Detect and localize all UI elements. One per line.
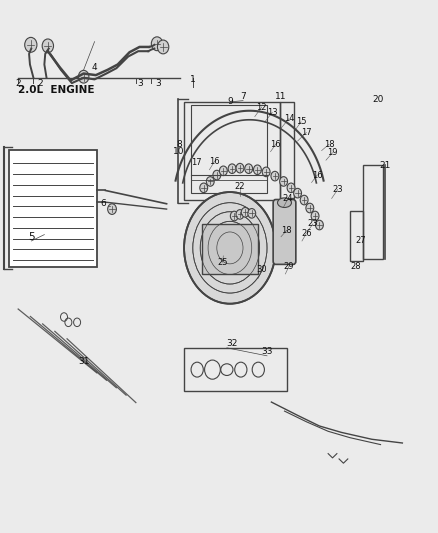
Ellipse shape [278, 198, 291, 207]
Circle shape [78, 70, 89, 83]
Text: 24: 24 [283, 194, 293, 203]
Circle shape [300, 195, 308, 205]
Bar [280, 102, 294, 198]
Circle shape [311, 211, 319, 221]
Circle shape [108, 204, 117, 214]
Circle shape [254, 165, 261, 174]
Text: 15: 15 [296, 117, 306, 126]
Text: 5: 5 [28, 232, 35, 243]
Text: 6: 6 [100, 199, 106, 208]
Text: 2: 2 [37, 78, 43, 87]
Text: 28: 28 [350, 262, 360, 271]
Circle shape [157, 40, 169, 54]
Text: 23: 23 [307, 220, 318, 229]
Text: 17: 17 [301, 128, 311, 137]
Circle shape [248, 208, 256, 218]
Circle shape [213, 170, 221, 180]
Text: 16: 16 [270, 140, 281, 149]
Text: 1: 1 [190, 75, 196, 84]
Bar [184, 102, 280, 200]
Text: 16: 16 [209, 157, 220, 166]
Text: 23: 23 [332, 185, 343, 194]
Circle shape [241, 207, 249, 217]
Circle shape [245, 164, 253, 173]
Circle shape [293, 188, 301, 198]
Bar [201, 224, 258, 274]
Text: 13: 13 [267, 108, 278, 117]
Text: 17: 17 [191, 158, 201, 167]
Text: 16: 16 [312, 171, 322, 180]
Circle shape [287, 183, 295, 192]
Circle shape [315, 220, 323, 230]
Text: 14: 14 [284, 114, 294, 123]
Circle shape [236, 164, 244, 173]
Circle shape [42, 39, 53, 53]
Text: 12: 12 [257, 102, 267, 111]
Circle shape [280, 176, 288, 186]
Text: 27: 27 [356, 237, 366, 246]
Bar [350, 211, 363, 261]
Circle shape [206, 176, 214, 186]
Text: 18: 18 [281, 226, 292, 235]
Circle shape [230, 211, 238, 221]
Circle shape [306, 203, 314, 213]
Text: 3: 3 [138, 78, 143, 87]
Text: 10: 10 [173, 147, 184, 156]
Bar [363, 165, 383, 259]
Circle shape [228, 164, 236, 173]
Bar [191, 106, 267, 193]
Text: 8: 8 [176, 140, 182, 149]
Text: 33: 33 [261, 347, 273, 356]
FancyBboxPatch shape [273, 199, 296, 264]
Circle shape [262, 167, 270, 176]
Text: 26: 26 [301, 229, 311, 238]
Circle shape [219, 166, 227, 175]
Text: 3: 3 [155, 78, 161, 87]
Circle shape [271, 171, 279, 181]
Text: 2.0L  ENGINE: 2.0L ENGINE [18, 85, 95, 95]
Circle shape [25, 37, 37, 52]
Text: 25: 25 [217, 258, 228, 266]
Circle shape [236, 209, 244, 219]
Text: 21: 21 [379, 161, 391, 170]
Circle shape [222, 238, 238, 257]
Text: 31: 31 [78, 357, 89, 366]
Text: 9: 9 [227, 97, 233, 106]
Circle shape [184, 192, 276, 304]
Text: 29: 29 [284, 262, 294, 271]
Text: 22: 22 [235, 182, 245, 191]
Circle shape [200, 183, 208, 192]
Text: 18: 18 [324, 140, 334, 149]
Bar [10, 150, 97, 266]
Text: 19: 19 [327, 148, 338, 157]
Text: 2: 2 [15, 78, 21, 87]
Text: 4: 4 [92, 63, 97, 71]
Text: 32: 32 [226, 339, 238, 348]
Text: 11: 11 [275, 92, 287, 101]
Bar [184, 348, 287, 391]
Circle shape [151, 37, 162, 51]
Text: 30: 30 [257, 265, 267, 273]
Text: 20: 20 [373, 94, 384, 103]
Text: 7: 7 [240, 92, 246, 101]
